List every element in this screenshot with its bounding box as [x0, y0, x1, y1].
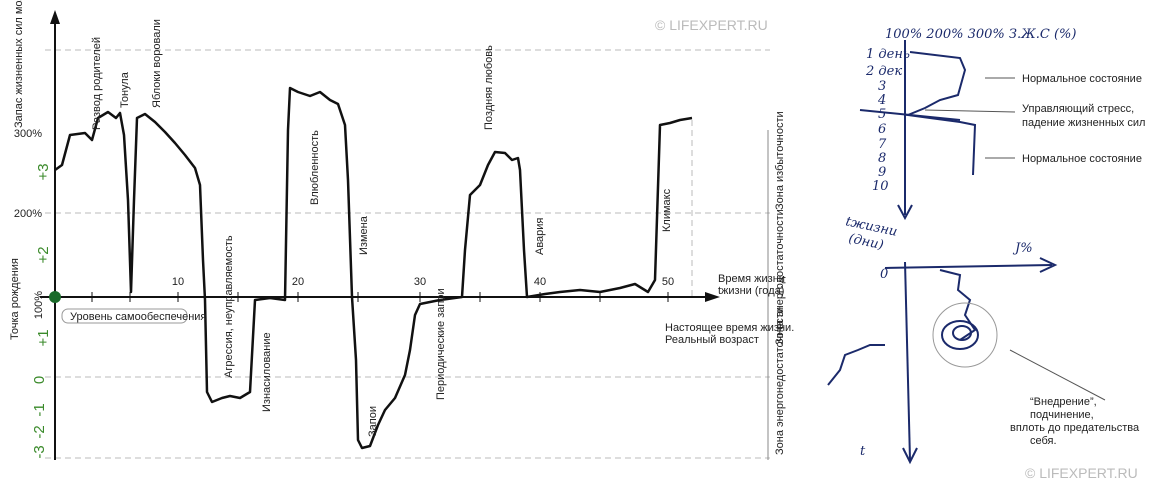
life-curve [54, 86, 693, 450]
sketch-row: 9 [878, 165, 886, 180]
x-title: Время жизни [718, 273, 785, 285]
birth-point [49, 291, 61, 303]
sketch-row: 3 [878, 79, 886, 94]
x-tick-label: 30 [414, 276, 426, 288]
y-percent: 200% [14, 208, 42, 220]
sketch-note: подчинение, [1030, 409, 1094, 421]
watermark: © LIFEXPERT.RU [655, 17, 768, 33]
x-tick-label: 40 [534, 276, 546, 288]
y-title: Запас жизненных сил мозга (%) [13, 0, 25, 128]
event-label: Яблоки воровали [151, 19, 163, 108]
self-level: Уровень самообеспечения [70, 311, 206, 323]
sketch-note: “Внедрение”, [1030, 396, 1097, 408]
sketch-row: 7 [878, 137, 887, 152]
sketch-row: 5 [878, 107, 886, 122]
axes [40, 10, 720, 460]
x-title: tжизни (года) [718, 285, 784, 297]
sketch-header: 100% 200% 300% З.Ж.С (%) [885, 27, 1076, 42]
event-label: Поздняя любовь [483, 45, 495, 130]
now-label: Настоящее время жизни. [665, 322, 794, 334]
event-label: Влюбленность [309, 130, 321, 205]
sketch-note: Нормальное состояние [1022, 73, 1142, 85]
zone-lines [45, 49, 770, 460]
event-label: Запои [367, 406, 379, 437]
y-percent: 300% [14, 128, 42, 140]
sketch-note: Управляющий стресс, [1022, 103, 1134, 115]
y-percent: 100% [33, 291, 45, 319]
y-scale: +1 [35, 329, 52, 346]
event-label: Развод родителей [91, 37, 103, 130]
x-tick-label: 50 [662, 276, 674, 288]
sketch-t-label: t [860, 444, 866, 459]
x-tick-label: 20 [292, 276, 304, 288]
sketch-row: 6 [878, 122, 886, 137]
zone-label: Зона избыточности [774, 111, 786, 210]
y-scale: +3 [35, 163, 52, 180]
y-scale: +2 [35, 246, 52, 263]
sketch-note: вплоть до предательства [1010, 422, 1140, 434]
self-level-box [61, 308, 188, 324]
sketch-row: 8 [878, 151, 886, 166]
event-label: Авария [534, 218, 546, 255]
event-label: Климакс [661, 188, 673, 232]
sketch-axis: (дни) [847, 231, 885, 253]
event-label: Изнасилование [261, 332, 273, 412]
x-tick-label: 10 [172, 276, 184, 288]
sketch-zero: 0 [880, 267, 888, 282]
zone-label: Зона энергодостаточности [774, 209, 786, 345]
y-scale: 0 [31, 376, 48, 384]
birth-label: Точка рождения [9, 258, 21, 340]
now-label: Реальный возраст [665, 334, 759, 346]
event-label: Тонула [119, 71, 131, 108]
sketch-note: Нормальное состояние [1022, 153, 1142, 165]
x-ticks [91, 292, 669, 302]
y-scale: -1 [31, 403, 48, 416]
sketch-row: 1 день [866, 47, 910, 62]
sketch-y-label: J% [1012, 241, 1033, 256]
sketch-2 [827, 257, 1106, 465]
y-scale: -3 [31, 445, 48, 458]
event-label: Агрессия, неуправляемость [223, 235, 235, 378]
watermark: © LIFEXPERT.RU [1025, 465, 1138, 481]
sketch-note: себя. [1030, 435, 1057, 447]
sketch-note: падение жизненных сил [1022, 117, 1145, 129]
sketch-1 [859, 40, 1016, 221]
event-label: Периодические запои [435, 288, 447, 400]
sketch-row: 2 дек [865, 64, 902, 79]
sketch-row: 4 [877, 93, 886, 108]
event-label: Измена [358, 215, 370, 255]
zone-label: Зона энергонедостаточности [774, 307, 786, 455]
sketch-row: 10 [872, 179, 889, 194]
y-scale: -2 [31, 425, 48, 438]
